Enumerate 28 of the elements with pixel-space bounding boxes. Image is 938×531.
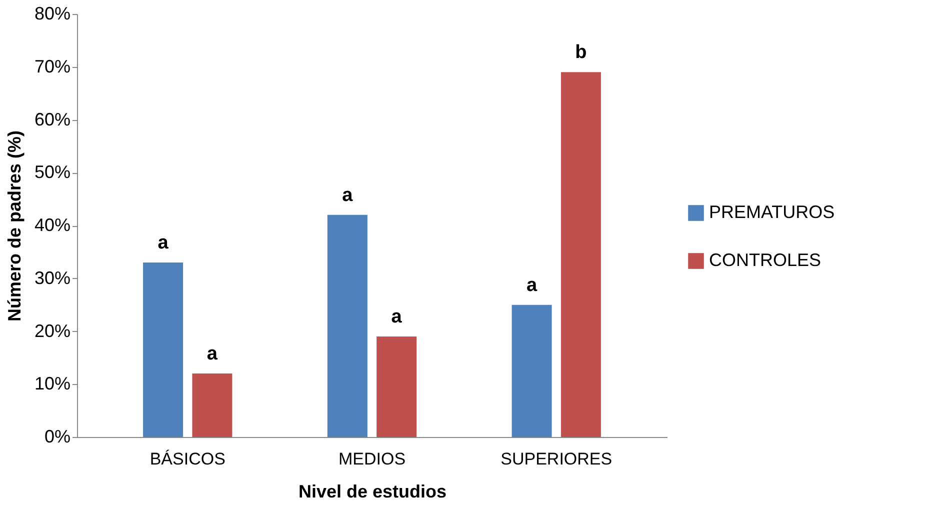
legend-label: PREMATUROS <box>709 202 835 222</box>
x-axis-title: Nivel de estudios <box>298 482 447 502</box>
y-tick-label: 20% <box>34 320 70 341</box>
bar <box>560 72 601 437</box>
y-tick-label: 60% <box>34 109 70 130</box>
bar <box>376 336 417 437</box>
annotation: a <box>342 184 354 206</box>
bar <box>512 304 552 437</box>
x-tick-label: MEDIOS <box>338 450 406 468</box>
bar <box>327 214 368 437</box>
x-tick-label: SUPERIORES <box>500 450 612 468</box>
bar <box>192 374 232 437</box>
y-tick-label: 80% <box>34 4 70 24</box>
annotation: a <box>206 344 218 365</box>
y-axis-title: Número de padres (%) <box>4 130 24 322</box>
x-tick-label: BÁSICOS <box>150 450 226 468</box>
annotation: b <box>575 42 587 64</box>
annotation: a <box>526 274 538 296</box>
y-tick-label: 30% <box>34 268 70 288</box>
y-tick-label: 10% <box>34 374 70 394</box>
y-tick-label: 70% <box>34 56 70 76</box>
bar <box>143 262 184 437</box>
annotation: a <box>391 306 402 328</box>
y-tick-label: 40% <box>34 215 70 235</box>
legend-label: CONTROLES <box>709 250 822 270</box>
annotation: a <box>158 232 169 254</box>
y-tick-label: 50% <box>34 162 70 182</box>
y-tick-label: 0% <box>44 426 70 446</box>
